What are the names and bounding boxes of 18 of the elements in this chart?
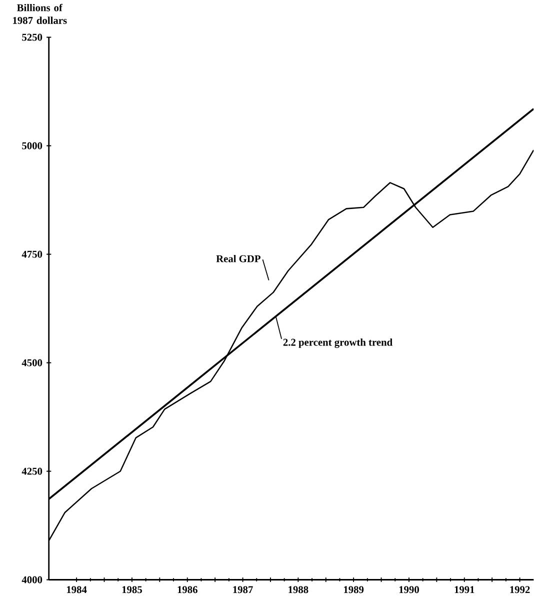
x-tick-label: 1987 — [233, 586, 253, 594]
x-tick-label: 1989 — [344, 586, 364, 594]
x-tick-label: 1988 — [288, 586, 308, 594]
x-tick-label: 1990 — [399, 586, 419, 594]
y-tick-label: 4000 — [22, 576, 42, 584]
x-tick-label: 1991 — [454, 586, 474, 594]
x-tick-label: 1985 — [122, 586, 142, 594]
x-tick-label: 1984 — [66, 586, 87, 594]
x-tick-label: 1992 — [510, 586, 530, 594]
y-tick-label: 5250 — [22, 34, 42, 41]
y-axis-title: Billions of 1987 dollars — [12, 4, 67, 24]
y-tick-label: 4250 — [22, 468, 42, 475]
y-tick-label: 4500 — [22, 359, 42, 366]
legend-label: 2.2 percent growth trend — [283, 338, 392, 348]
y-tick-label: 5000 — [22, 142, 42, 150]
text: Real GDP — [216, 254, 260, 262]
x-tick-label: 1986 — [178, 586, 198, 594]
y-tick-label: 4750 — [22, 250, 42, 258]
